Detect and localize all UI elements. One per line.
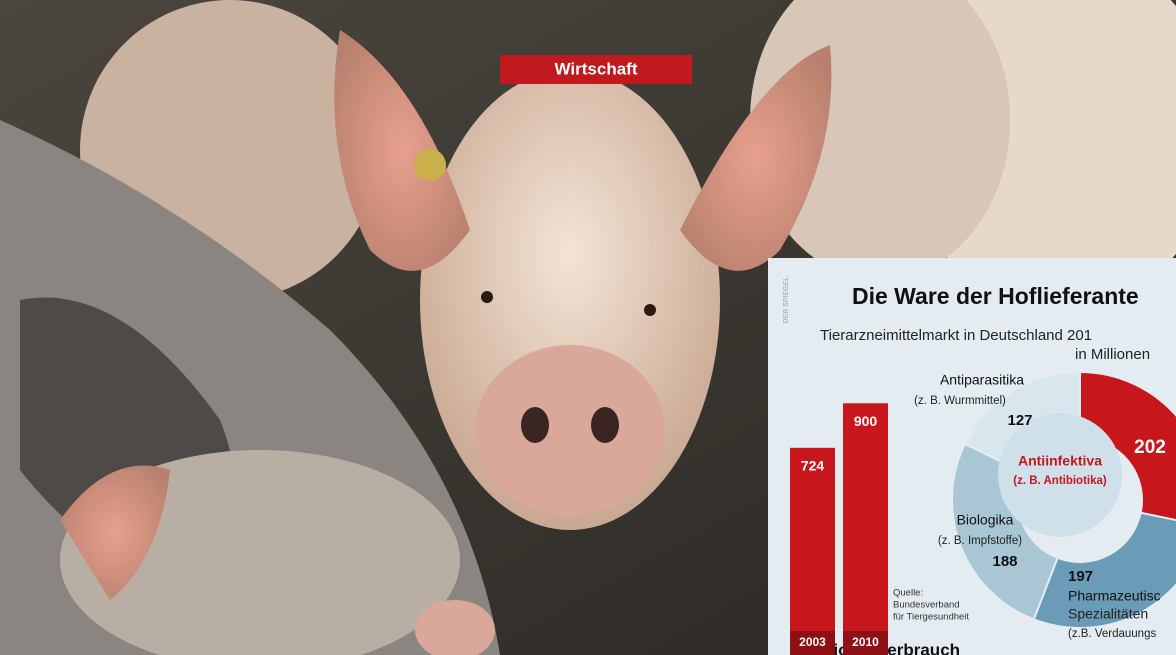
slice-note: (z. B. Impfstoffe)	[938, 535, 1022, 547]
source-line: Bundesverband	[893, 600, 960, 611]
infographic-title: Die Ware der Hoflieferante	[852, 283, 1139, 309]
slice-name: Antiinfektiva	[1018, 453, 1102, 469]
bar	[790, 448, 835, 631]
slice-name: Antiparasitika	[940, 372, 1024, 388]
slice-value: 127	[1007, 412, 1032, 429]
publisher-mark: DER SPIEGEL	[783, 276, 790, 324]
value-label: 900	[854, 413, 878, 429]
category-label: 2003	[799, 635, 826, 649]
source-line: für Tiergesundheit	[893, 612, 969, 623]
slice-value: 188	[992, 553, 1017, 570]
slice-note: (z. B. Antibiotika)	[1013, 475, 1107, 487]
section-label: Wirtschaft	[555, 59, 638, 78]
infographic-subtitle: Tierarzneimittelmarkt in Deutschland 201	[820, 327, 1092, 344]
unit-label: in Millionen	[1075, 346, 1150, 363]
slice-name: Pharmazeutisc	[1068, 588, 1161, 604]
slice-note: Spezialitäten	[1068, 606, 1148, 622]
slice-note: (z. B. Wurmmittel)	[914, 395, 1006, 407]
slice-value: 202	[1134, 437, 1166, 458]
source-line: Quelle:	[893, 588, 923, 599]
slice-value: 197	[1068, 568, 1093, 585]
category-label: 2010	[852, 635, 879, 649]
slice-note: (z.B. Verdauungs	[1068, 628, 1156, 640]
page: Wirtschaft DER SPIEGEL Die Ware der Hofl…	[0, 0, 1176, 655]
bar	[843, 403, 888, 631]
value-label: 724	[801, 458, 825, 474]
slice-name: Biologika	[957, 512, 1014, 528]
